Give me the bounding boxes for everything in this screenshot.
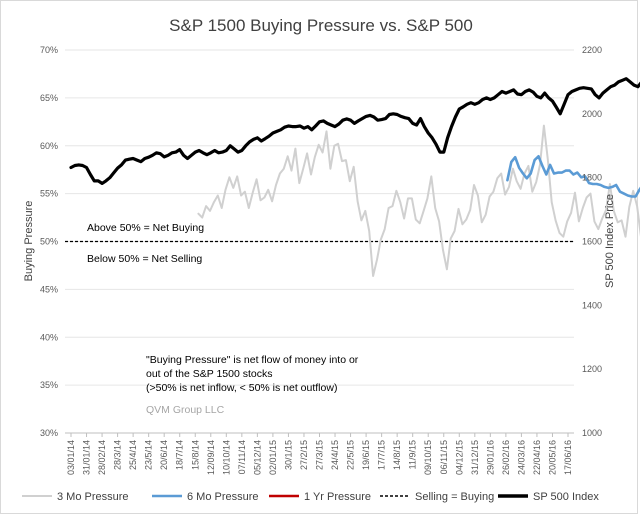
y2-axis-title: SP 500 Index Price bbox=[604, 194, 616, 288]
annotation-above: Above 50% = Net Buying bbox=[87, 222, 204, 234]
x-tick-label: 22/5/15 bbox=[346, 440, 356, 470]
y-tick-label: 65% bbox=[40, 93, 58, 103]
y2-tick-label: 2000 bbox=[582, 109, 602, 119]
x-tick-label: 24/03/16 bbox=[516, 440, 526, 475]
y-tick-label: 40% bbox=[40, 332, 58, 342]
x-tick-label: 17/7/15 bbox=[377, 440, 387, 470]
legend-label: 3 Mo Pressure bbox=[57, 491, 129, 503]
y-tick-label: 50% bbox=[40, 237, 58, 247]
x-tick-label: 24/4/15 bbox=[330, 440, 340, 470]
legend-label: 1 Yr Pressure bbox=[304, 491, 371, 503]
y2-tick-label: 1800 bbox=[582, 173, 602, 183]
legend-label: SP 500 Index bbox=[533, 491, 599, 503]
x-tick-label: 28/3/14 bbox=[113, 440, 123, 470]
x-tick-label: 19/6/15 bbox=[361, 440, 371, 470]
series-line-3-mo-pressure bbox=[197, 124, 640, 277]
x-tick-label: 20/05/16 bbox=[547, 440, 557, 475]
y-axis-right-ticks: 1000 1200 1400 1600 1800 2000 2200 bbox=[582, 45, 602, 438]
x-tick-label: 15/8/14 bbox=[190, 440, 200, 470]
x-tick-label: 11/9/15 bbox=[408, 440, 418, 469]
y-tick-label: 35% bbox=[40, 380, 58, 390]
y-tick-label: 60% bbox=[40, 141, 58, 151]
series-line-6-mo-pressure bbox=[506, 155, 640, 198]
note-line-1: "Buying Pressure" is net flow of money i… bbox=[146, 354, 359, 366]
credit-text: QVM Group LLC bbox=[146, 404, 225, 416]
y-tick-label: 55% bbox=[40, 189, 58, 199]
x-tick-label: 27/2/15 bbox=[299, 440, 309, 470]
x-tick-label: 03/01/14 bbox=[66, 440, 76, 475]
x-tick-label: 18/7/14 bbox=[175, 440, 185, 470]
x-tick-label: 23/5/14 bbox=[144, 440, 154, 470]
legend-label: 6 Mo Pressure bbox=[187, 491, 259, 503]
x-tick-label: 10/10/14 bbox=[221, 440, 231, 475]
y2-tick-label: 1600 bbox=[582, 237, 602, 247]
y-axis-title: Buying Pressure bbox=[23, 201, 35, 282]
x-tick-label: 31/01/14 bbox=[82, 440, 92, 475]
x-tick-label: 14/8/15 bbox=[392, 440, 402, 470]
x-tick-label: 09/10/15 bbox=[423, 440, 433, 475]
x-tick-label: 29/01/16 bbox=[485, 440, 495, 475]
x-tick-label: 28/02/14 bbox=[97, 440, 107, 475]
x-tick-label: 02/01/15 bbox=[268, 440, 278, 475]
x-tick-label: 30/1/15 bbox=[283, 440, 293, 470]
series-lines bbox=[69, 77, 640, 277]
x-tick-label: 06/11/15 bbox=[439, 440, 449, 474]
x-tick-label: 04/12/15 bbox=[454, 440, 464, 475]
gridlines bbox=[65, 49, 574, 434]
y2-tick-label: 1000 bbox=[582, 428, 602, 438]
x-tick-label: 12/09/14 bbox=[206, 440, 216, 475]
y2-tick-label: 1400 bbox=[582, 300, 602, 310]
note-line-3: (>50% is net inflow, < 50% is net outflo… bbox=[146, 382, 337, 394]
y-tick-label: 45% bbox=[40, 284, 58, 294]
x-tick-label: 22/04/16 bbox=[532, 440, 542, 475]
y-tick-label: 70% bbox=[40, 45, 58, 55]
y2-tick-label: 2200 bbox=[582, 45, 602, 55]
x-axis-ticks: 03/01/14 31/01/14 28/02/14 28/3/14 25/4/14 23… bbox=[66, 433, 573, 475]
note-line-2: out of the S&P 1500 stocks bbox=[146, 368, 272, 380]
x-tick-label: 31/12/15 bbox=[470, 440, 480, 475]
y-tick-label: 30% bbox=[40, 428, 58, 438]
y2-tick-label: 1200 bbox=[582, 364, 602, 374]
x-tick-label: 26/02/16 bbox=[501, 440, 511, 475]
x-tick-label: 27/3/15 bbox=[315, 440, 325, 470]
x-tick-label: 20/6/14 bbox=[159, 440, 169, 470]
chart-title: S&P 1500 Buying Pressure vs. S&P 500 bbox=[169, 16, 473, 35]
legend-label: Selling = Buying bbox=[415, 491, 494, 503]
x-tick-label: 17/06/16 bbox=[563, 440, 573, 475]
x-tick-label: 25/4/14 bbox=[128, 440, 138, 470]
x-tick-label: 05/12/14 bbox=[252, 440, 262, 475]
y-axis-left-ticks: 30% 35% 40% 45% 50% 55% 60% 65% 70% bbox=[40, 45, 58, 438]
legend: 3 Mo Pressure 6 Mo Pressure 1 Yr Pressure S… bbox=[22, 491, 599, 503]
x-tick-label: 07/11/14 bbox=[237, 440, 247, 474]
annotation-below: Below 50% = Net Selling bbox=[87, 253, 202, 265]
series-line-sp-500-index bbox=[69, 77, 640, 185]
